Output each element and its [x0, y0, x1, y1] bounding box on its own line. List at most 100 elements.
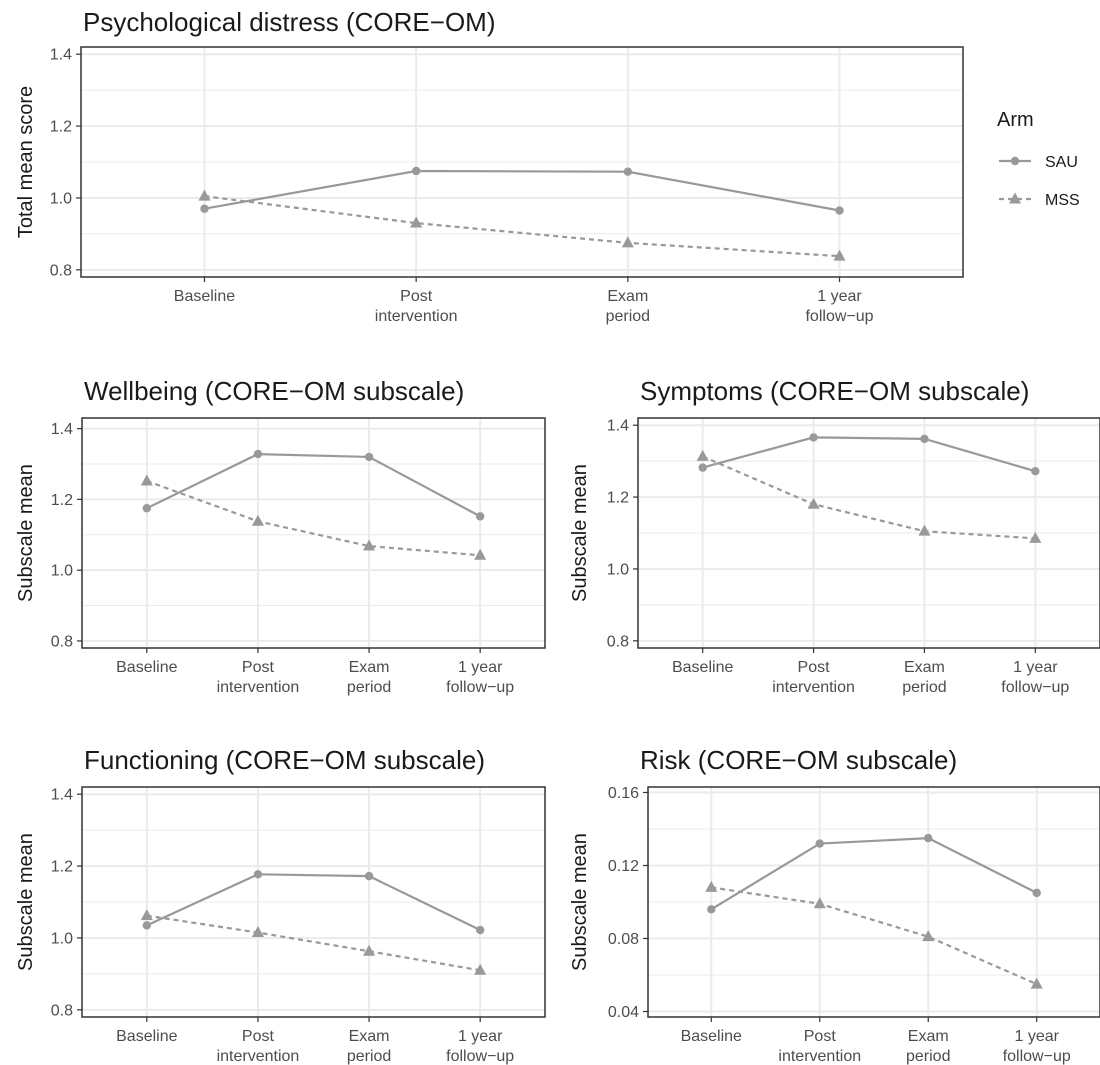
x-tick-label-line: follow−up: [446, 1048, 514, 1065]
point-sau: [364, 452, 374, 462]
panel-border: [637, 417, 1100, 649]
point-sau: [698, 463, 707, 472]
point-sau: [809, 433, 818, 442]
point-mss: [621, 236, 634, 248]
y-tick-label: 1.0: [607, 561, 629, 578]
x-tick-label-line: 1 year: [1014, 1028, 1059, 1045]
x-tick-label-line: intervention: [772, 679, 855, 696]
panel-border: [80, 46, 964, 278]
point-sau: [200, 204, 209, 213]
panel-border: [81, 786, 546, 1018]
x-tick-label-line: Baseline: [672, 659, 733, 676]
point-sau: [364, 871, 374, 881]
panel-5: Risk (CORE−OM subscale) 0.04 0.08 0.12 0.16 B…: [569, 745, 1100, 1065]
x-tick-label-line: Exam: [908, 1028, 949, 1045]
x-tick-label-line: intervention: [217, 1048, 300, 1065]
x-tick-label: Exam period: [902, 659, 946, 696]
x-tick-label: 1 year follow−up: [1003, 1028, 1071, 1065]
y-tick-label: 1.0: [51, 563, 73, 580]
point-mss: [251, 926, 264, 938]
y-tick-label: 0.8: [51, 633, 73, 650]
x-tick-label-line: Exam: [349, 659, 390, 676]
panel-1: Psychological distress (CORE−OM) 0.8 1.0 1.…: [15, 7, 964, 325]
x-tick-label: Baseline: [116, 659, 177, 676]
point-sau: [815, 839, 824, 848]
point-mss: [410, 216, 423, 228]
panel-title: Wellbeing (CORE−OM subscale): [84, 376, 464, 406]
x-tick-label-line: Baseline: [116, 659, 177, 676]
point-mss: [807, 497, 820, 509]
x-tick-label-line: intervention: [217, 679, 300, 696]
y-tick-label: 1.2: [51, 859, 73, 876]
y-axis-label: Subscale mean: [569, 833, 591, 971]
point-sau: [1031, 466, 1040, 476]
point-sau: [920, 434, 929, 444]
legend-key-circle: [1010, 156, 1020, 166]
x-tick-label: 1 year follow−up: [446, 1028, 514, 1065]
y-tick-label: 0.04: [608, 1004, 639, 1021]
panel-title: Functioning (CORE−OM subscale): [84, 745, 485, 775]
y-tick-label: 1.2: [51, 492, 73, 509]
point-sau: [707, 905, 716, 914]
point-mss: [474, 548, 487, 560]
x-tick-label-line: follow−up: [1001, 679, 1069, 696]
x-tick-label-line: follow−up: [446, 679, 514, 696]
y-tick-label: 1.4: [607, 418, 629, 435]
x-tick-label-line: intervention: [778, 1048, 861, 1065]
panel-title: Risk (CORE−OM subscale): [640, 745, 957, 775]
x-tick-label: Baseline: [174, 288, 235, 305]
legend-key-triangle: [1008, 192, 1022, 204]
point-mss: [140, 474, 153, 486]
series-line-mss: [204, 195, 840, 258]
point-sau: [475, 925, 485, 935]
point-mss: [813, 897, 826, 909]
panel-title: Psychological distress (CORE−OM): [83, 7, 496, 37]
point-sau: [411, 166, 421, 176]
series-line-sau: [702, 436, 1036, 473]
legend-label-mss: MSS: [1045, 192, 1080, 209]
series-line-sau: [204, 169, 840, 212]
point-mss: [140, 909, 153, 921]
x-tick-label-line: period: [347, 679, 391, 696]
point-mss: [833, 249, 846, 261]
point-sau: [142, 504, 152, 513]
series-line-sau: [710, 836, 1038, 911]
x-tick-label-line: period: [606, 308, 650, 325]
x-tick-label: Post intervention: [217, 659, 300, 696]
y-tick-label: 0.08: [608, 931, 639, 948]
y-axis-label: Subscale mean: [569, 464, 591, 602]
legend-title: Arm: [997, 109, 1034, 131]
point-mss: [1030, 977, 1043, 989]
panel-4: Functioning (CORE−OM subscale) 0.8 1.0 1.2 1…: [15, 745, 546, 1065]
y-tick-label: 1.4: [51, 787, 73, 804]
x-tick-label: Baseline: [672, 659, 733, 676]
y-tick-label: 1.2: [607, 490, 629, 507]
y-tick-label: 0.12: [608, 858, 639, 875]
x-tick-label-line: Baseline: [116, 1028, 177, 1045]
y-tick-label: 0.8: [607, 633, 629, 650]
x-tick-label-line: 1 year: [458, 1028, 503, 1045]
x-tick-label-line: 1 year: [817, 288, 862, 305]
point-sau: [623, 167, 633, 176]
x-tick-label: Post intervention: [772, 659, 855, 696]
x-tick-label: Post intervention: [778, 1028, 861, 1065]
x-tick-label-line: Exam: [349, 1028, 390, 1045]
x-tick-label: 1 year follow−up: [446, 659, 514, 696]
x-tick-label-line: Post: [242, 659, 275, 676]
x-tick-label: Exam period: [606, 288, 650, 325]
x-tick-label-line: follow−up: [1003, 1048, 1071, 1065]
x-tick-label: Post intervention: [375, 288, 458, 325]
x-tick-label-line: Post: [798, 659, 831, 676]
x-tick-label-line: intervention: [375, 308, 458, 325]
panel-border: [647, 786, 1100, 1018]
x-tick-label: Exam period: [906, 1028, 950, 1065]
panel-2: Wellbeing (CORE−OM subscale) 0.8 1.0 1.2 1.4…: [15, 376, 546, 696]
x-tick-label: Exam period: [347, 659, 391, 696]
point-mss: [705, 880, 718, 892]
x-tick-label-line: Exam: [904, 659, 945, 676]
x-tick-label-line: period: [902, 679, 946, 696]
series-line-mss: [711, 886, 1038, 986]
y-tick-label: 1.0: [50, 190, 72, 207]
